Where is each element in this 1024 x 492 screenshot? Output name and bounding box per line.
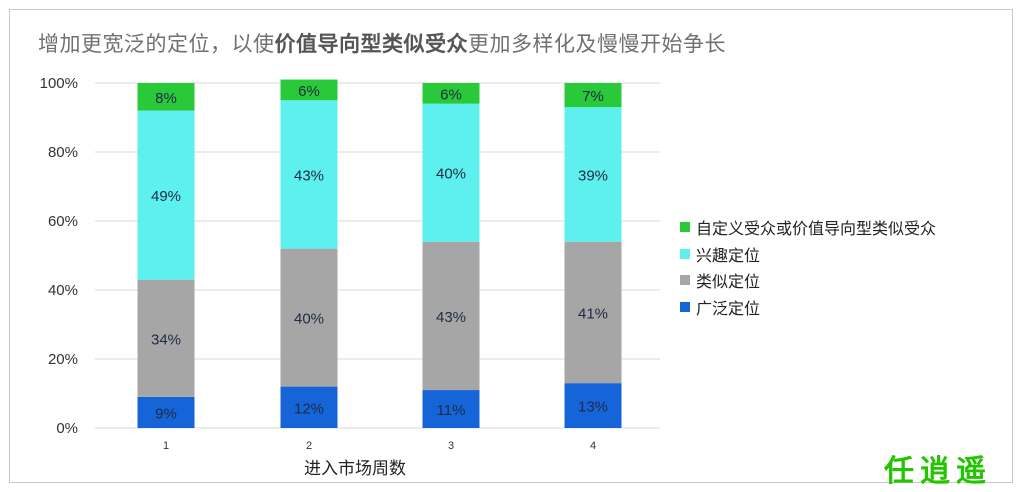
- legend-item: 广泛定位: [680, 294, 936, 321]
- data-label: 49%: [151, 188, 181, 205]
- x-axis-label: 进入市场周数: [304, 459, 406, 479]
- data-label: 40%: [294, 311, 324, 328]
- legend-swatch: [680, 275, 690, 286]
- bar-segment: [422, 83, 480, 104]
- legend-swatch: [680, 248, 690, 259]
- bar-segment: [280, 248, 338, 387]
- data-label: 6%: [298, 83, 320, 100]
- bar-segment: [564, 83, 622, 108]
- bar-segment: [137, 110, 195, 280]
- bar-segment: [564, 383, 622, 428]
- data-label: 7%: [582, 88, 604, 105]
- bar-segment: [422, 390, 480, 428]
- x-tick-label: 1: [163, 440, 169, 452]
- y-tick-label: 40%: [48, 282, 78, 299]
- bar-segment: [137, 279, 195, 397]
- legend-swatch: [680, 222, 690, 233]
- bar-segment: [280, 79, 338, 101]
- title-part-2: 价值导向型类似受众: [274, 32, 468, 56]
- legend-label: 类似定位: [696, 272, 761, 292]
- data-label: 43%: [294, 167, 324, 184]
- bar-segment: [280, 100, 338, 249]
- data-label: 41%: [578, 305, 608, 322]
- data-label: 39%: [578, 167, 608, 184]
- data-label: 6%: [440, 86, 462, 103]
- legend-swatch: [680, 301, 690, 312]
- legend-item: 自定义受众或价值导向型类似受众: [680, 214, 936, 241]
- legend-label: 兴趣定位: [696, 245, 761, 265]
- data-label: 34%: [151, 331, 181, 348]
- bar-segment: [422, 241, 480, 391]
- y-tick-label: 60%: [48, 213, 78, 230]
- data-label: 43%: [436, 309, 466, 326]
- x-tick-label: 3: [448, 440, 454, 452]
- bar-segment: [280, 386, 338, 428]
- bar-segment: [422, 103, 480, 242]
- chart-title: 增加更宽泛的定位，以使价值导向型类似受众更加多样化及慢慢开始争长: [38, 28, 726, 58]
- watermark-logo: 任逍遥: [884, 454, 992, 489]
- data-label: 13%: [578, 399, 608, 416]
- bar-segment: [564, 107, 622, 242]
- data-label: 11%: [437, 402, 466, 419]
- y-tick-label: 100%: [40, 75, 78, 92]
- title-part-1: 增加更宽泛的定位，以使: [38, 32, 275, 56]
- legend-item: 兴趣定位: [680, 241, 936, 268]
- y-tick-label: 80%: [48, 144, 78, 161]
- bar-segment: [564, 241, 622, 384]
- legend-item: 类似定位: [680, 267, 936, 294]
- legend-label: 广泛定位: [696, 298, 761, 318]
- x-tick-label: 4: [590, 440, 596, 452]
- data-label: 40%: [436, 166, 466, 183]
- chart-legend: 自定义受众或价值导向型类似受众 兴趣定位类似定位广泛定位: [680, 214, 936, 320]
- data-label: 9%: [155, 405, 177, 422]
- data-label: 12%: [294, 400, 324, 417]
- title-part-3: 更加多样化及慢慢开始争长: [468, 32, 726, 56]
- bar-segment: [137, 83, 195, 111]
- data-label: 8%: [155, 90, 177, 107]
- y-tick-label: 0%: [56, 420, 78, 437]
- legend-label: 自定义受众或价值导向型类似受众: [696, 219, 937, 239]
- x-tick-label: 2: [306, 440, 312, 452]
- y-tick-label: 20%: [48, 351, 78, 368]
- bar-segment: [137, 396, 195, 428]
